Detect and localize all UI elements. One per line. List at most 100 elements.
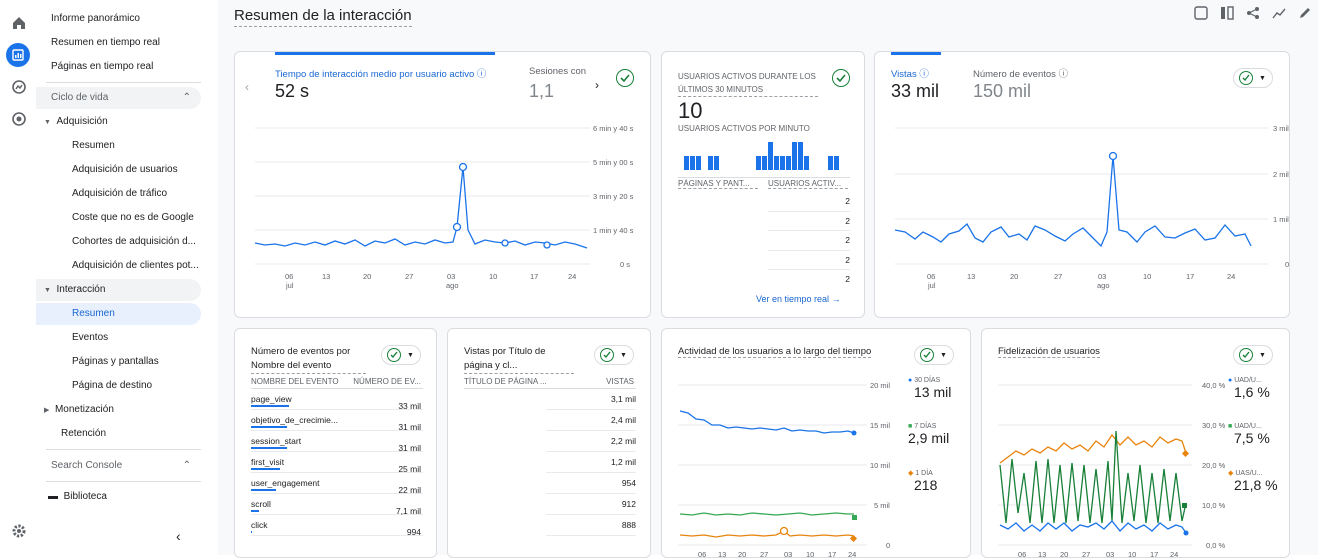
x-tick: 27 (760, 550, 768, 558)
table-row[interactable]: 2,4 mil (546, 410, 636, 431)
compare-dropdown[interactable]: ▼ (594, 345, 634, 365)
compare-dropdown[interactable]: ▼ (1233, 345, 1273, 365)
sidebar-item-realtime[interactable]: Resumen en tiempo real (51, 37, 160, 48)
views-card: Vistas ⓘ 33 mil Número de eventos ⓘ 150 … (874, 51, 1290, 318)
settings-icon[interactable] (9, 521, 29, 541)
metric-sessions-label[interactable]: Sesiones con (529, 66, 587, 77)
sidebar-item-overview[interactable]: Informe panorámico (51, 13, 140, 24)
x-tick: 17 (1186, 272, 1194, 281)
x-tick: 24 (848, 550, 856, 558)
views-value: 1,2 mil (610, 457, 636, 467)
minute-bar (696, 156, 701, 170)
table-row[interactable]: 888 (546, 515, 636, 536)
advertising-icon[interactable] (9, 109, 29, 129)
collapse-sidebar-icon[interactable]: ‹ (176, 528, 181, 544)
compare-dropdown[interactable]: ▼ (1233, 68, 1273, 88)
sidebar-item-eng-summary[interactable]: Resumen (36, 303, 201, 325)
sidebar-item-pages-screens[interactable]: Páginas y pantallas (72, 356, 159, 367)
help-icon: ⓘ (1058, 69, 1069, 80)
prev-metric-icon[interactable]: ‹ (245, 80, 249, 94)
legend-dau-wau: ■ UAD/U... 7,5 % (1228, 423, 1270, 446)
minute-bar (762, 156, 767, 170)
check-circle-icon[interactable] (832, 69, 850, 87)
table-row[interactable]: 1,2 mil (546, 452, 636, 473)
table-row[interactable]: first_visit 25 mil (251, 452, 423, 474)
nav-rail (0, 0, 36, 555)
x-tick: 03 (1098, 272, 1106, 281)
table-row[interactable]: page_view 33 mil (251, 389, 423, 411)
minute-bar (786, 156, 791, 170)
table-row[interactable]: 3,1 mil (546, 389, 636, 410)
col-active-users[interactable]: USUARIOS ACTIV... (768, 179, 848, 189)
sidebar-section-search-console[interactable]: Search Console ⌃ (36, 455, 201, 477)
x-month: ago (1097, 281, 1110, 290)
check-circle-icon[interactable] (616, 69, 634, 87)
table-row[interactable]: 2,2 mil (546, 431, 636, 452)
metric-avg-engagement-label[interactable]: Tiempo de interacción medio por usuario … (275, 69, 487, 80)
table-row: 2 (845, 274, 850, 284)
event-count: 33 mil (398, 401, 421, 411)
sidebar-item-acq-cohorts[interactable]: Cohortes de adquisición d... (72, 236, 196, 247)
sidebar: Informe panorámico Resumen en tiempo rea… (36, 0, 210, 555)
y-tick: 3 min y 20 s (593, 192, 634, 201)
table-row[interactable]: scroll 7,1 mil (251, 494, 423, 516)
metric-views-label[interactable]: Vistas ⓘ (891, 69, 929, 80)
sidebar-item-lead-acq[interactable]: Adquisición de clientes pot... (72, 260, 199, 271)
next-metric-icon[interactable]: › (595, 78, 599, 92)
event-name: first_visit (251, 457, 285, 467)
col-event-name[interactable]: NOMBRE DEL EVENTO (251, 377, 339, 386)
table-row[interactable]: click 994 (251, 515, 423, 537)
col-event-count[interactable]: NÚMERO DE EV... (353, 377, 421, 386)
caret-down-icon: ▼ (940, 351, 947, 359)
sidebar-item-acq-summary[interactable]: Resumen (72, 140, 115, 151)
chevron-up-icon: ⌃ (182, 460, 191, 471)
y-tick: 5 min y 00 s (593, 158, 634, 167)
sidebar-item-engagement[interactable]: ▼ Interacción (36, 279, 201, 301)
x-tick: 06 (285, 272, 293, 281)
compare-icon[interactable] (1220, 6, 1234, 25)
col-views[interactable]: VISTAS (606, 377, 634, 386)
row-bar (251, 510, 260, 512)
sidebar-item-library[interactable]: ▬ Biblioteca (48, 491, 107, 502)
x-month: ago (446, 281, 459, 290)
sidebar-item-monetization[interactable]: ▶ Monetización (44, 404, 114, 415)
share-icon[interactable] (1246, 6, 1260, 25)
view-realtime-link[interactable]: Ver en tiempo real → (756, 294, 841, 304)
sidebar-item-realtime-pages[interactable]: Páginas en tiempo real (51, 61, 154, 72)
sidebar-item-non-google-cost[interactable]: Coste que no es de Google (72, 212, 194, 223)
table-row[interactable]: objetivo_de_crecimie... 31 mil (251, 410, 423, 432)
table-row[interactable]: user_engagement 22 mil (251, 473, 423, 495)
x-tick: 17 (530, 272, 538, 281)
notes-icon[interactable] (1194, 6, 1208, 25)
table-row[interactable]: 912 (546, 494, 636, 515)
event-count: 7,1 mil (395, 506, 421, 516)
insights-icon[interactable] (1272, 6, 1286, 25)
col-pages[interactable]: PÁGINAS Y PANT... (678, 179, 758, 189)
sidebar-item-landing-page[interactable]: Página de destino (72, 380, 153, 391)
compare-dropdown[interactable]: ▼ (381, 345, 421, 365)
x-tick: 24 (568, 272, 576, 281)
x-tick: 03 (1106, 550, 1114, 558)
sidebar-item-traffic-acq[interactable]: Adquisición de tráfico (72, 188, 168, 199)
events-table: NOMBRE DEL EVENTO NÚMERO DE EV... page_vi… (251, 375, 423, 537)
caret-down-icon: ▼ (44, 287, 51, 294)
x-tick: 24 (1170, 550, 1178, 558)
views-chart: 3 mil 2 mil 1 mil 0 06 13 20 27 03 10 17… (894, 124, 1289, 290)
sidebar-item-acquisition[interactable]: ▼ Adquisición (44, 116, 108, 127)
compare-dropdown[interactable]: ▼ (914, 345, 954, 365)
home-icon[interactable] (9, 13, 29, 33)
edit-icon[interactable] (1298, 6, 1310, 25)
sidebar-item-user-acq[interactable]: Adquisición de usuarios (72, 164, 178, 175)
col-page-title[interactable]: TÍTULO DE PÁGINA ... (464, 377, 547, 386)
metric-events-label[interactable]: Número de eventos ⓘ (973, 69, 1069, 80)
table-row[interactable]: 954 (546, 473, 636, 494)
explore-icon[interactable] (9, 77, 29, 97)
event-name: session_start (251, 436, 302, 446)
sidebar-item-retention[interactable]: Retención (61, 428, 107, 439)
event-name: objetivo_de_crecimie... (251, 415, 338, 425)
sidebar-section-lifecycle[interactable]: Ciclo de vida ⌃ (36, 87, 201, 109)
sidebar-item-events[interactable]: Eventos (72, 332, 109, 343)
reports-icon[interactable] (6, 43, 30, 67)
table-row[interactable]: session_start 31 mil (251, 431, 423, 453)
metric-sessions-value: 1,1 (529, 81, 555, 101)
